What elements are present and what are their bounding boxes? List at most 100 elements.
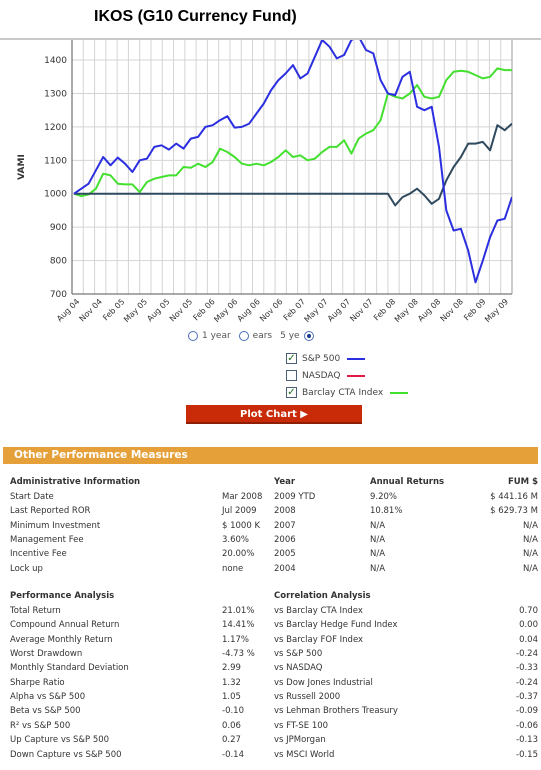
fum-col-header: FUM $: [507, 477, 538, 487]
x-tick-label: Aug 08: [416, 297, 442, 323]
x-tick-label: Nov 08: [439, 297, 465, 323]
performance-label: Up Capture vs S&P 500: [10, 735, 110, 746]
correlation-value: -0.37: [516, 692, 538, 703]
table-row: R² vs S&P 500 0.06 vs FT-SE 100 -0.06: [10, 721, 538, 733]
correlation-label: vs Russell 2000: [274, 692, 341, 703]
x-tick-label: Nov 05: [168, 297, 194, 323]
correlation-value: 0.70: [519, 606, 538, 616]
x-tick-label: Aug 05: [145, 297, 171, 323]
legend-label: S&P 500: [302, 353, 341, 364]
admin-value: Jul 2009: [222, 506, 257, 517]
fum-cell: $ 441.16 M: [490, 492, 538, 502]
legend-swatch: [347, 374, 366, 377]
correlation-value: -0.15: [516, 749, 538, 760]
period-1year-radio[interactable]: [188, 331, 198, 341]
annual-returns-col-header: Annual Returns: [370, 477, 445, 487]
page-title: IKOS (G10 Currency Fund): [94, 8, 297, 25]
annual-return-cell: N/A: [370, 549, 386, 560]
table-row: Total Return 21.01% vs Barclay CTA Index 0.…: [10, 606, 538, 618]
period-3years-label: ears: [252, 331, 273, 341]
table-header-row: Performance Analysis Correlation Analysi…: [10, 591, 538, 603]
table-row: Monthly Standard Deviation 2.99 vs NASDAQ -…: [10, 663, 538, 675]
performance-label: R² vs S&P 500: [10, 720, 71, 731]
table-row: Last Reported ROR Jul 2009 2008 10.81% $ 629…: [10, 506, 538, 518]
x-tick-label: May 07: [303, 297, 330, 324]
fum-cell: N/A: [522, 549, 538, 560]
s-p-500-line: [73, 40, 512, 284]
admin-value: 3.60%: [222, 534, 250, 545]
admin-label: Management Fee: [10, 534, 84, 545]
x-tick-label: May 06: [212, 297, 239, 324]
y-tick-label: 1100: [44, 156, 67, 166]
correlation-value: -0.06: [516, 720, 538, 731]
performance-value: 1.05: [222, 692, 241, 703]
admin-label: Lock up: [10, 563, 43, 574]
performance-value: -0.14: [222, 749, 244, 760]
barclay-cta-checkbox[interactable]: ✓: [286, 387, 297, 398]
table-row: Alpha vs S&P 500 1.05 vs Russell 2000 -0.37: [10, 692, 538, 704]
annual-return-cell: N/A: [370, 563, 386, 574]
performance-value: 2.99: [222, 663, 241, 674]
title-divider: [0, 38, 541, 40]
x-tick-label: Aug 07: [326, 297, 352, 323]
sp500-checkbox[interactable]: ✓: [286, 353, 297, 364]
admin-value: Mar 2008: [222, 492, 263, 502]
year-col-header: Year: [274, 477, 296, 487]
table-row: Down Capture vs S&P 500 -0.14 vs MSCI Worl…: [10, 750, 538, 762]
x-tick-label: Nov 07: [348, 297, 374, 323]
period-1year-label: 1 year: [202, 331, 231, 341]
performance-label: Total Return: [10, 606, 61, 616]
correlation-label: vs Barclay Hedge Fund Index: [274, 620, 398, 631]
year-cell: 2005: [274, 549, 296, 560]
y-tick-label: 700: [50, 290, 67, 300]
legend-item-sp500[interactable]: ✓ S&P 500: [286, 350, 408, 367]
performance-value: 0.27: [222, 735, 241, 746]
ikos-g10-currency-fund-line: [74, 122, 512, 207]
performance-label: Compound Annual Return: [10, 620, 120, 631]
admin-value: none: [222, 563, 244, 574]
period-5years-radio[interactable]: [303, 331, 314, 341]
barclay-cta-index-line: [73, 67, 512, 198]
performance-label: Sharpe Ratio: [10, 677, 65, 688]
correlation-value: -0.24: [516, 677, 538, 688]
period-3years-radio[interactable]: [238, 331, 249, 341]
admin-value: 20.00%: [222, 549, 255, 560]
legend-label: Barclay CTA Index: [302, 387, 384, 398]
correlation-value: -0.33: [516, 663, 538, 674]
performance-label: Average Monthly Return: [10, 634, 113, 645]
nasdaq-checkbox[interactable]: [286, 370, 297, 381]
plot-chart-button[interactable]: Plot Chart ▶: [186, 405, 362, 424]
x-tick-label: Nov 04: [78, 297, 104, 323]
correlation-label: vs JPMorgan: [274, 735, 326, 746]
year-cell: 2008: [274, 506, 296, 517]
table-row: Average Monthly Return 1.17% vs Barclay FO…: [10, 635, 538, 647]
correlation-label: vs MSCI World: [274, 749, 335, 760]
legend-item-nasdaq[interactable]: NASDAQ: [286, 367, 408, 384]
correlation-value: -0.13: [516, 735, 538, 746]
admin-label: Last Reported ROR: [10, 506, 91, 517]
performance-value: -0.10: [222, 706, 244, 717]
period-selector: 1 year ears 5 ye: [188, 331, 314, 341]
annual-return-cell: N/A: [370, 520, 386, 531]
correlation-label: vs NASDAQ: [274, 663, 323, 674]
y-axis-label: VAMI: [17, 154, 27, 180]
correlation-value: -0.24: [516, 649, 538, 660]
correlation-label: vs Barclay CTA Index: [274, 606, 363, 616]
performance-value: 14.41%: [222, 620, 255, 631]
correlation-label: vs Dow Jones Industrial: [274, 677, 373, 688]
other-performance-header: Other Performance Measures: [3, 447, 538, 464]
annual-return-cell: 9.20%: [370, 492, 398, 502]
performance-label: Down Capture vs S&P 500: [10, 749, 122, 760]
legend-swatch: [347, 357, 366, 360]
correlation-label: vs Barclay FOF Index: [274, 634, 364, 645]
performance-value: 21.01%: [222, 606, 255, 616]
performance-label: Worst Drawdown: [10, 649, 83, 660]
performance-value: 1.17%: [222, 634, 250, 645]
legend-item-barclay-cta[interactable]: ✓ Barclay CTA Index: [286, 384, 409, 401]
table-row: Start Date Mar 2008 2009 YTD 9.20% $ 441.16 …: [10, 492, 538, 504]
admin-title: Administrative Information: [10, 477, 141, 487]
y-tick-label: 1000: [44, 190, 67, 200]
fum-cell: $ 629.73 M: [490, 506, 538, 517]
fum-cell: N/A: [522, 563, 538, 574]
